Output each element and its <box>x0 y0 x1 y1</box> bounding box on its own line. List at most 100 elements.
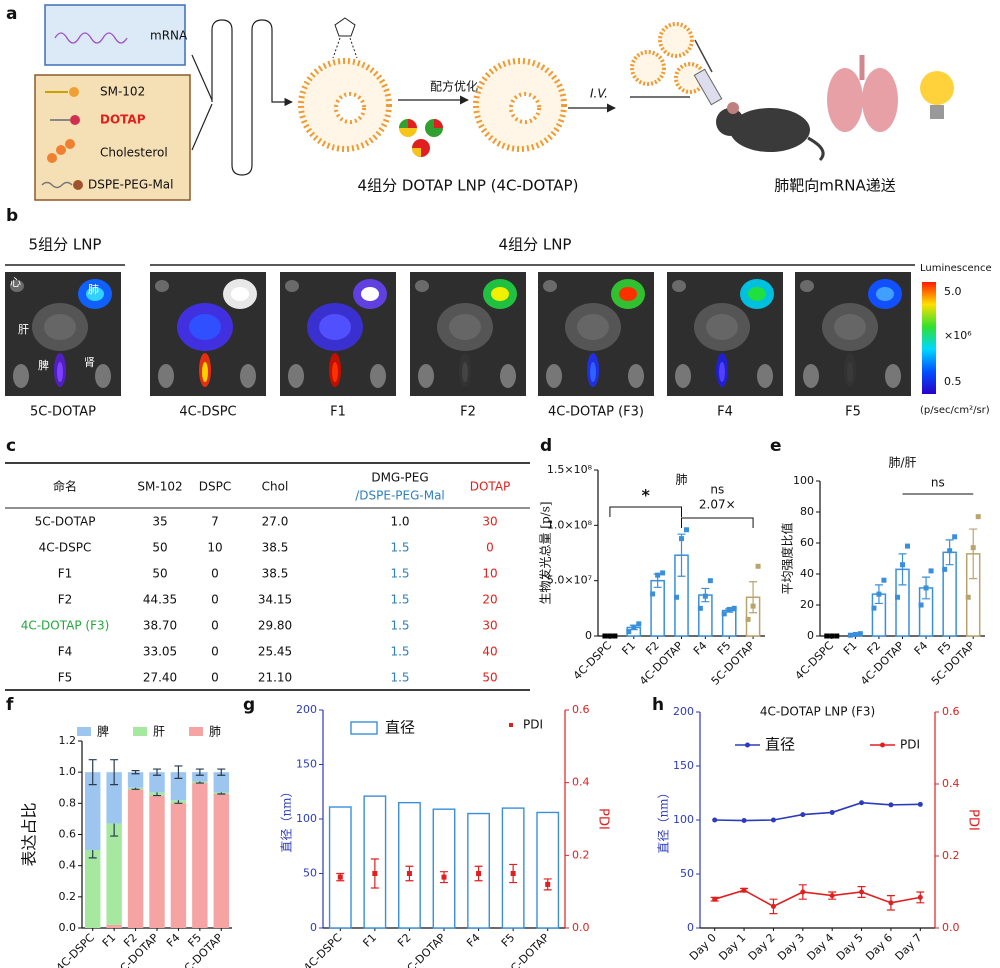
mrna-box <box>44 4 186 66</box>
legend-marker <box>880 742 885 748</box>
y-tick-label: 60 <box>800 536 814 549</box>
x-tick-label: F1 <box>100 931 119 950</box>
icon <box>56 145 66 155</box>
bar-segment <box>106 924 122 928</box>
lnp-core <box>509 92 541 124</box>
organ <box>803 364 819 388</box>
legend-swatch <box>189 727 203 736</box>
sample-label: 4C-DSPC <box>179 405 236 420</box>
organ <box>885 364 901 388</box>
data-point <box>947 548 953 554</box>
organ <box>10 280 24 292</box>
y-axis-label: 平均强度比值 <box>780 522 795 594</box>
bar <box>650 579 665 637</box>
data-point <box>626 629 632 635</box>
legend-label: 肝 <box>153 725 165 739</box>
panel-label: f <box>6 695 14 715</box>
colorbar-label: 0.5 <box>944 375 962 388</box>
table-cell: 4C-DSPC <box>39 541 92 555</box>
annotation: ns <box>931 476 945 490</box>
table-cell: 1.5 <box>390 645 409 659</box>
data-point <box>970 545 976 551</box>
organ <box>95 364 111 388</box>
icon <box>70 115 80 125</box>
data-point <box>631 624 637 630</box>
y-tick-label: 100 <box>673 813 694 826</box>
table-header: /DSPE-PEG-Mal <box>355 489 445 503</box>
organ <box>288 364 304 388</box>
table-header: DMG-PEG <box>371 471 428 485</box>
organ <box>628 364 644 388</box>
y-tick-label: 150 <box>673 759 694 772</box>
outcome-label: 肺靶向mRNA递送 <box>774 177 896 195</box>
y-tick-label: 200 <box>673 705 694 718</box>
error-bar <box>174 765 183 779</box>
x-tick-label: Day 4 <box>804 931 836 963</box>
data-point <box>721 611 727 617</box>
data-point <box>952 534 958 540</box>
data-point <box>697 605 703 611</box>
organ-label: 肺 <box>88 283 99 296</box>
table-cell: 10 <box>207 541 222 555</box>
panel-label: c <box>6 436 16 456</box>
table-cell: 50 <box>152 541 167 555</box>
table-cell: F5 <box>58 671 73 685</box>
x-tick-label: F2 <box>643 639 662 658</box>
bar-segment <box>213 793 229 928</box>
table-cell: 5C-DOTAP <box>35 515 96 529</box>
error-bar <box>195 768 204 776</box>
x-tick-label: 4C-DOTAP <box>858 639 907 688</box>
table-cell: 27.40 <box>143 671 177 685</box>
data-point <box>770 903 776 909</box>
data-point <box>800 889 806 895</box>
data-point <box>726 606 732 612</box>
organ <box>13 364 29 388</box>
needle <box>694 39 713 73</box>
data-point <box>829 893 835 899</box>
y-tick-label: 0 <box>585 629 592 642</box>
mouse-ear <box>727 102 739 114</box>
y-tick-label: 0.6 <box>59 828 77 841</box>
data-point <box>702 593 708 599</box>
annotation: 2.07× <box>699 498 736 512</box>
x-tick-label: 4C-DSPC <box>301 931 345 968</box>
y2-tick-label: 0.4 <box>572 776 590 789</box>
table-header: Chol <box>262 480 289 494</box>
bar-segment <box>192 783 208 928</box>
y2-tick-label: 0.0 <box>572 921 590 934</box>
y-tick-label: 1.5×10⁸ <box>547 463 593 476</box>
x-tick-label: F5 <box>499 931 518 950</box>
data-point <box>888 802 894 808</box>
y2-axis-label: PDI <box>596 808 611 830</box>
step-label: 配方优化 <box>430 79 478 94</box>
panel-label: b <box>6 206 18 226</box>
chart-title: 肺 <box>675 473 687 487</box>
table-cell: 1.5 <box>390 671 409 685</box>
colorbar <box>922 282 936 394</box>
data-point <box>900 562 905 568</box>
imaging: 5组分 LNP 4组分 LNP Luminescence 5.0 ×10⁶ 0.… <box>5 236 992 420</box>
y-tick-label: 0.4 <box>59 859 77 872</box>
bar <box>536 811 560 929</box>
sample-label: F4 <box>717 405 733 420</box>
bar-segment <box>170 803 187 928</box>
table-header: 命名 <box>53 479 77 494</box>
table-cell: 1.5 <box>390 567 409 581</box>
organ <box>319 314 351 340</box>
bar-segment <box>106 823 122 925</box>
table-cell: 44.35 <box>143 593 177 607</box>
organ <box>158 364 174 388</box>
data-point <box>917 894 923 900</box>
data-point <box>905 543 910 549</box>
sample-label: 4C-DOTAP (F3) <box>548 405 644 420</box>
bar-segment <box>127 789 144 928</box>
x-tick-label: Day 0 <box>687 931 719 963</box>
organ <box>285 280 299 292</box>
error-bar <box>898 553 907 586</box>
data-point <box>881 577 887 583</box>
data-point <box>712 896 718 902</box>
y2-tick-label: 0.6 <box>572 703 590 716</box>
component-label: DSPE-PEG-Mal <box>88 178 174 192</box>
table-cell: 0 <box>211 671 219 685</box>
data-point <box>674 594 679 600</box>
